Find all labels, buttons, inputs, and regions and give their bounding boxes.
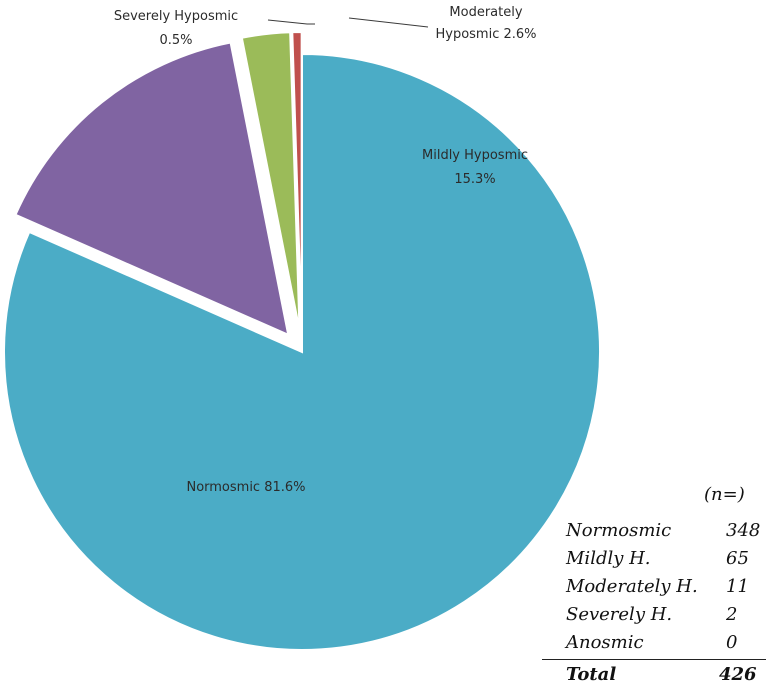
normosmic-label: Normosmic 81.6% xyxy=(186,480,305,495)
table-row: Severely H. 2 xyxy=(566,604,774,626)
row-name: Severely H. xyxy=(566,604,673,625)
severely-hyposmic-label-line2: 0.5% xyxy=(159,33,192,48)
severely-hyposmic-label-line1: Severely Hyposmic xyxy=(114,9,238,24)
table-row: Anosmic 0 xyxy=(566,632,774,654)
row-value: 65 xyxy=(726,548,749,569)
table-row: Normosmic 348 xyxy=(566,520,774,542)
table-row: Mildly H. 65 xyxy=(566,548,774,570)
slice-normosmic xyxy=(3,52,601,651)
row-value: 0 xyxy=(726,632,738,653)
table-row: Moderately H. 11 xyxy=(566,576,774,598)
mildly-hyposmic-label-line1: Mildly Hyposmic xyxy=(422,148,528,163)
row-name: Normosmic xyxy=(566,520,672,541)
total-value: 426 xyxy=(719,664,757,685)
row-name: Moderately H. xyxy=(566,576,698,597)
table-header-n: (n=) xyxy=(704,484,745,505)
moderately-hyposmic-label-line1: Moderately xyxy=(449,5,522,20)
total-name: Total xyxy=(566,664,617,685)
row-value: 348 xyxy=(726,520,761,541)
row-value: 2 xyxy=(726,604,738,625)
row-name: Mildly H. xyxy=(566,548,651,569)
pie-slices xyxy=(3,31,601,651)
severely-leader-line xyxy=(267,19,315,25)
row-value: 11 xyxy=(726,576,749,597)
table-divider xyxy=(542,659,766,660)
row-name: Anosmic xyxy=(566,632,644,653)
moderately-leader-line xyxy=(348,17,429,28)
slice-severely-hyposmic xyxy=(291,31,303,331)
slice-mildly-hyposmic xyxy=(14,41,290,337)
mildly-hyposmic-label-line2: 15.3% xyxy=(454,172,495,187)
slice-moderately-hyposmic xyxy=(240,31,301,331)
moderately-hyposmic-label-line2: Hyposmic 2.6% xyxy=(435,27,536,42)
